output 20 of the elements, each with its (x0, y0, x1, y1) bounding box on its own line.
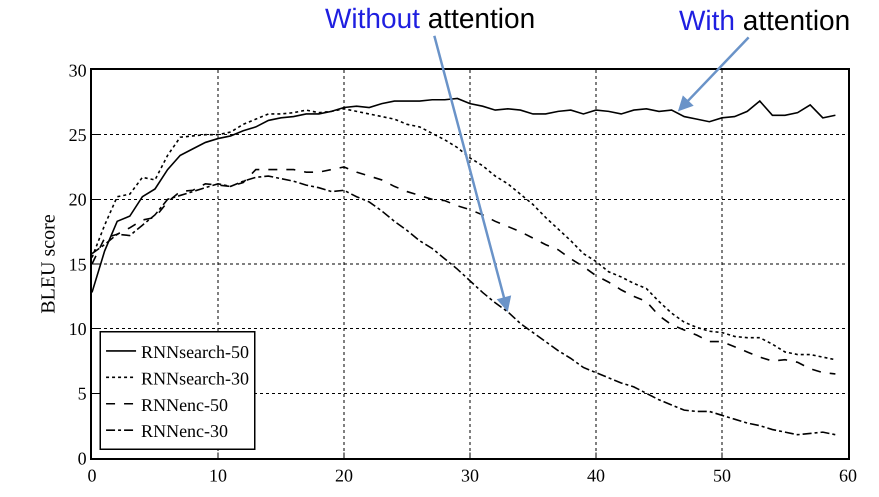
y-tick-label: 20 (68, 190, 87, 210)
y-axis-title: BLEU score (38, 214, 60, 314)
x-tick-label: 10 (209, 465, 227, 486)
x-tick-label: 20 (335, 465, 353, 486)
y-tick-label: 10 (68, 318, 87, 339)
legend-label: RNNenc-50 (141, 394, 228, 415)
annotation: Without attention (325, 3, 536, 34)
x-tick-label: 60 (839, 465, 857, 486)
y-tick-label: 25 (68, 124, 87, 145)
x-tick-label: 40 (587, 465, 605, 486)
y-tick-label: 30 (68, 60, 87, 80)
y-tick-label: 5 (78, 384, 87, 404)
legend-label: RNNenc-30 (141, 421, 228, 442)
y-tick-label: 15 (68, 254, 87, 274)
legend-label: RNNsearch-50 (141, 342, 250, 362)
legend-label: RNNsearch-30 (141, 368, 250, 388)
x-tick-label: 50 (713, 465, 731, 486)
y-tick-label: 0 (78, 448, 87, 468)
x-tick-label: 30 (461, 465, 479, 486)
annotation: With attention (679, 5, 850, 36)
